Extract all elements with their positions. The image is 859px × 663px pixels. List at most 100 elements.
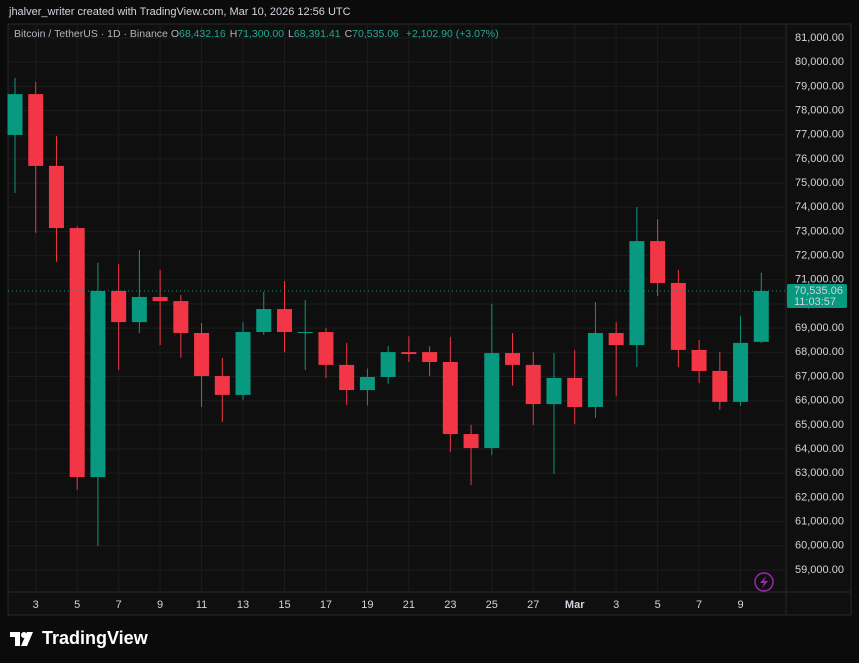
ohlc-values: O68,432.16 H71,300.00 L68,391.41 C70,535.06 — [171, 28, 403, 40]
candle-body — [69, 228, 85, 478]
candle-body — [152, 296, 168, 302]
y-tick-label: 73,000.00 — [795, 225, 844, 237]
ohlc-label: H — [229, 28, 238, 40]
ohlc-label: O — [170, 28, 179, 40]
candle-body — [463, 434, 479, 449]
y-tick-label: 81,000.00 — [795, 32, 844, 44]
brand: TradingView — [10, 628, 148, 649]
x-tick-label: 11 — [196, 599, 207, 611]
candle-body — [90, 290, 106, 478]
x-tick-label: 17 — [320, 599, 332, 611]
y-tick-label: 64,000.00 — [795, 443, 844, 455]
change: +2,102.90 (+3.07%) — [405, 28, 499, 40]
y-tick-label: 63,000.00 — [795, 467, 844, 479]
y-tick-label: 67,000.00 — [795, 370, 844, 382]
y-tick-label: 71,000.00 — [795, 274, 844, 286]
candle-body — [691, 349, 707, 371]
candle-body — [318, 332, 334, 365]
x-tick-label: 25 — [486, 599, 498, 611]
candle-body — [629, 241, 645, 346]
candle-body — [297, 332, 313, 334]
chart-panel — [7, 23, 852, 616]
attribution: jhalver_writer created with TradingView.… — [9, 6, 351, 18]
y-tick-label: 79,000.00 — [795, 80, 844, 92]
x-tick-label: Mar — [565, 599, 585, 611]
y-tick-label: 65,000.00 — [795, 419, 844, 431]
alert-icon[interactable] — [754, 572, 774, 592]
ohlc-label: L — [288, 28, 294, 40]
candle-body — [339, 364, 355, 391]
y-tick-label: 59,000.00 — [795, 564, 844, 576]
x-tick-label: 13 — [237, 599, 249, 611]
candle-body — [587, 332, 603, 407]
y-tick-label: 62,000.00 — [795, 491, 844, 503]
brand-text: TradingView — [42, 628, 148, 648]
brand-logo — [10, 631, 33, 646]
candle-body — [670, 282, 686, 350]
candle-body — [48, 165, 64, 229]
x-tick-label: 9 — [157, 599, 163, 611]
candle-body — [235, 332, 251, 395]
candle-body — [256, 309, 272, 333]
y-tick-label: 76,000.00 — [795, 153, 844, 165]
candle-body — [442, 362, 458, 435]
x-tick-label: 3 — [613, 599, 619, 611]
y-tick-label: 68,000.00 — [795, 346, 844, 358]
x-tick-label: 3 — [33, 599, 39, 611]
candle-body — [505, 353, 521, 365]
ohlc-value: 70,535.06 — [352, 28, 399, 40]
x-tick-label: 5 — [74, 599, 80, 611]
candle-body — [173, 301, 189, 333]
y-tick-label: 72,000.00 — [795, 250, 844, 262]
x-tick-label: 21 — [403, 599, 415, 611]
x-tick-label: 15 — [278, 599, 290, 611]
candle-body — [276, 309, 292, 333]
y-tick-label: 80,000.00 — [795, 56, 844, 68]
last-price-label: 70,535.06 — [794, 285, 843, 297]
candle-body — [608, 332, 624, 346]
y-tick-label: 69,000.00 — [795, 322, 844, 334]
candle-body — [753, 291, 769, 342]
candle-body — [733, 342, 749, 402]
candle-body — [546, 377, 562, 405]
candle-body — [525, 364, 541, 405]
alert-icon-bolt — [760, 576, 768, 588]
candle-body — [380, 352, 396, 377]
x-tick-label: 7 — [696, 599, 702, 611]
symbol-title: Bitcoin / TetherUS · 1D · Binance — [14, 28, 168, 40]
y-tick-label: 61,000.00 — [795, 515, 844, 527]
candle-body — [194, 332, 210, 377]
candle-body — [131, 296, 147, 323]
countdown: 11:03:57 — [794, 296, 836, 308]
candle-body — [567, 377, 583, 407]
x-tick-label: 19 — [361, 599, 373, 611]
x-tick-label: 23 — [444, 599, 456, 611]
candle-body — [422, 352, 438, 363]
legend-header: Bitcoin / TetherUS · 1D · Binance O68,43… — [14, 28, 503, 40]
y-tick-label: 60,000.00 — [795, 540, 844, 552]
candle-body — [359, 376, 375, 391]
ohlc-value: 68,391.41 — [293, 28, 341, 40]
last-price-tag — [787, 284, 847, 309]
x-tick-label: 7 — [116, 599, 122, 611]
y-tick-label: 66,000.00 — [795, 395, 844, 407]
candle-body — [484, 353, 500, 449]
candle-body — [401, 352, 417, 355]
x-tick-label: 9 — [737, 599, 743, 611]
candle-body — [214, 376, 230, 395]
y-tick-label: 78,000.00 — [795, 104, 844, 116]
candle-body — [650, 241, 666, 283]
candle-body — [712, 370, 728, 402]
candle-body — [28, 94, 44, 166]
y-tick-label: 75,000.00 — [795, 177, 844, 189]
x-tick-label: 27 — [527, 599, 539, 611]
candle-body — [7, 94, 23, 135]
candle-body — [111, 290, 127, 323]
y-tick-label: 74,000.00 — [795, 201, 844, 213]
ohlc-label: C — [344, 28, 353, 40]
x-tick-label: 5 — [655, 599, 661, 611]
y-tick-label: 77,000.00 — [795, 129, 844, 141]
ohlc-value: 68,432.16 — [178, 28, 226, 40]
